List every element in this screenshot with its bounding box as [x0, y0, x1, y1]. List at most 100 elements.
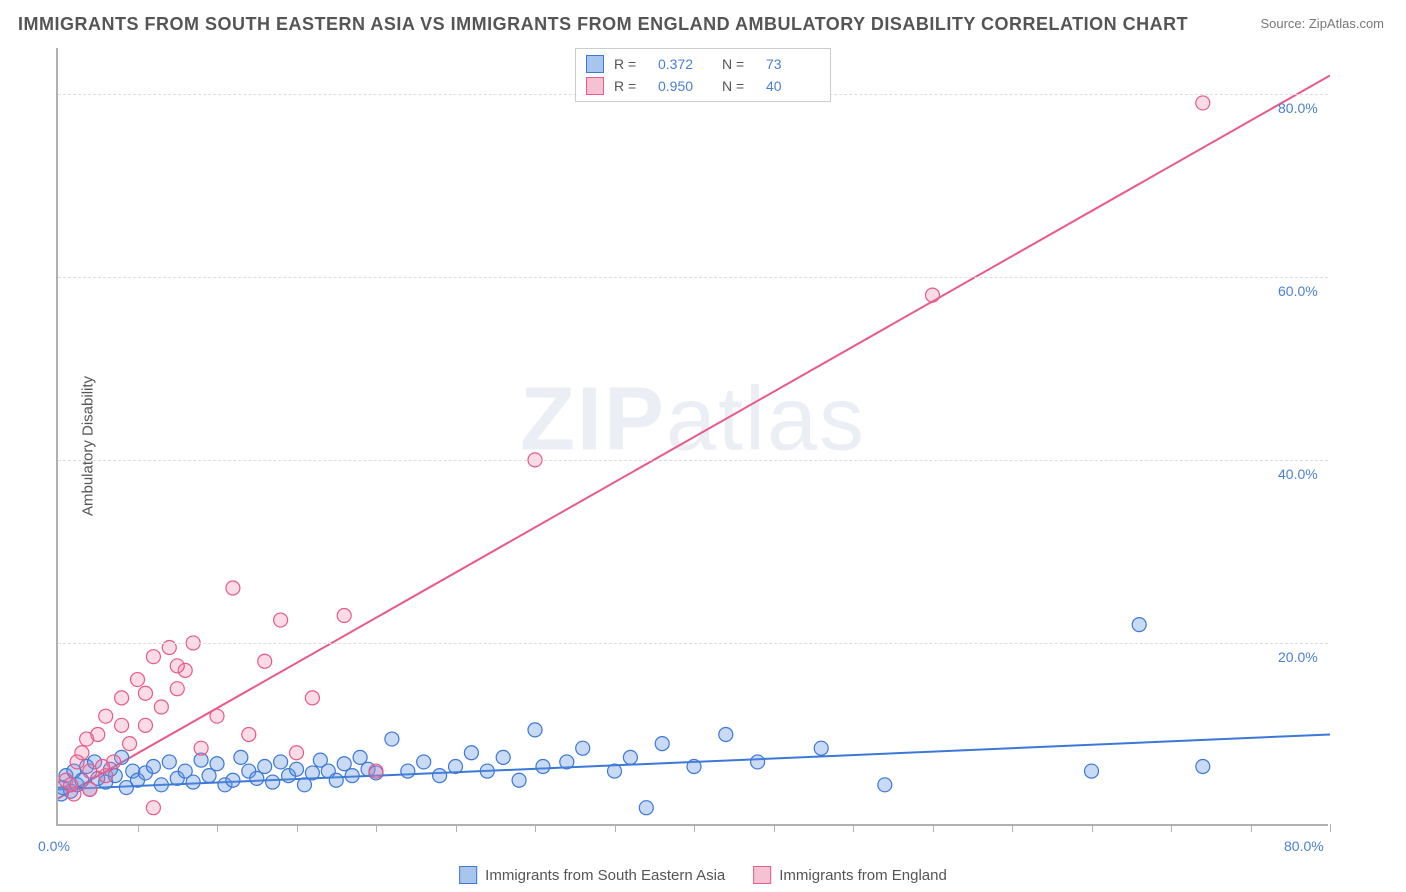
data-point-sea	[751, 755, 765, 769]
data-point-eng	[83, 782, 97, 796]
data-point-sea	[274, 755, 288, 769]
data-point-sea	[623, 750, 637, 764]
data-point-eng	[146, 801, 160, 815]
data-point-sea	[480, 764, 494, 778]
chart-svg	[58, 48, 1330, 826]
swatch-sea	[586, 55, 604, 73]
data-point-eng	[274, 613, 288, 627]
data-point-eng	[305, 691, 319, 705]
r-value-eng: 0.950	[658, 78, 712, 94]
x-tick	[217, 824, 218, 832]
x-tick	[1012, 824, 1013, 832]
gridline	[58, 460, 1328, 461]
data-point-sea	[345, 769, 359, 783]
data-point-eng	[194, 741, 208, 755]
data-point-eng	[64, 778, 78, 792]
data-point-sea	[353, 750, 367, 764]
swatch-sea	[459, 866, 477, 884]
data-point-sea	[560, 755, 574, 769]
data-point-sea	[464, 746, 478, 760]
data-point-eng	[154, 700, 168, 714]
x-tick	[138, 824, 139, 832]
data-point-eng	[242, 727, 256, 741]
data-point-eng	[1196, 96, 1210, 110]
data-point-sea	[433, 769, 447, 783]
swatch-eng	[586, 77, 604, 95]
series-legend: Immigrants from South Eastern Asia Immig…	[459, 866, 947, 884]
data-point-sea	[337, 757, 351, 771]
data-point-sea	[1085, 764, 1099, 778]
x-tick	[376, 824, 377, 832]
data-point-sea	[162, 755, 176, 769]
legend-label-sea: Immigrants from South Eastern Asia	[485, 867, 725, 884]
data-point-sea	[290, 762, 304, 776]
x-tick	[1171, 824, 1172, 832]
legend-item-sea: Immigrants from South Eastern Asia	[459, 866, 725, 884]
n-value-sea: 73	[766, 56, 820, 72]
gridline	[58, 277, 1328, 278]
data-point-sea	[536, 760, 550, 774]
r-value-sea: 0.372	[658, 56, 712, 72]
x-tick	[535, 824, 536, 832]
correlation-legend: R = 0.372 N = 73 R = 0.950 N = 40	[575, 48, 831, 102]
data-point-eng	[369, 764, 383, 778]
data-point-eng	[210, 709, 224, 723]
gridline	[58, 643, 1328, 644]
data-point-sea	[512, 773, 526, 787]
data-point-eng	[115, 718, 129, 732]
data-point-sea	[814, 741, 828, 755]
x-tick	[615, 824, 616, 832]
data-point-eng	[290, 746, 304, 760]
x-tick	[1330, 824, 1331, 832]
data-point-sea	[210, 757, 224, 771]
legend-item-eng: Immigrants from England	[753, 866, 947, 884]
data-point-eng	[138, 686, 152, 700]
data-point-eng	[226, 581, 240, 595]
legend-row-eng: R = 0.950 N = 40	[586, 75, 820, 97]
y-tick-label: 40.0%	[1278, 466, 1318, 482]
legend-label-eng: Immigrants from England	[779, 867, 947, 884]
data-point-eng	[80, 732, 94, 746]
data-point-eng	[138, 718, 152, 732]
data-point-sea	[146, 760, 160, 774]
data-point-sea	[608, 764, 622, 778]
data-point-sea	[154, 778, 168, 792]
data-point-eng	[170, 659, 184, 673]
data-point-eng	[926, 288, 940, 302]
data-point-eng	[115, 691, 129, 705]
data-point-eng	[131, 673, 145, 687]
data-point-sea	[449, 760, 463, 774]
data-point-sea	[385, 732, 399, 746]
n-label: N =	[722, 78, 756, 94]
data-point-sea	[266, 775, 280, 789]
data-point-eng	[70, 755, 84, 769]
data-point-sea	[576, 741, 590, 755]
data-point-eng	[96, 760, 110, 774]
r-label: R =	[614, 56, 648, 72]
y-tick-label: 80.0%	[1278, 100, 1318, 116]
data-point-eng	[337, 608, 351, 622]
data-point-sea	[417, 755, 431, 769]
data-point-sea	[305, 766, 319, 780]
data-point-eng	[123, 737, 137, 751]
x-axis-origin-label: 0.0%	[38, 838, 70, 854]
x-tick	[853, 824, 854, 832]
x-tick	[694, 824, 695, 832]
data-point-eng	[170, 682, 184, 696]
data-point-sea	[401, 764, 415, 778]
data-point-sea	[258, 760, 272, 774]
n-value-eng: 40	[766, 78, 820, 94]
data-point-sea	[1196, 760, 1210, 774]
source-attribution: Source: ZipAtlas.com	[1260, 16, 1384, 31]
data-point-sea	[1132, 618, 1146, 632]
regression-line-eng	[58, 75, 1330, 798]
y-tick-label: 20.0%	[1278, 649, 1318, 665]
data-point-eng	[99, 709, 113, 723]
data-point-sea	[719, 727, 733, 741]
x-tick	[1251, 824, 1252, 832]
y-tick-label: 60.0%	[1278, 283, 1318, 299]
legend-row-sea: R = 0.372 N = 73	[586, 53, 820, 75]
plot-area: ZIPatlas	[56, 48, 1328, 826]
data-point-sea	[234, 750, 248, 764]
data-point-eng	[258, 654, 272, 668]
